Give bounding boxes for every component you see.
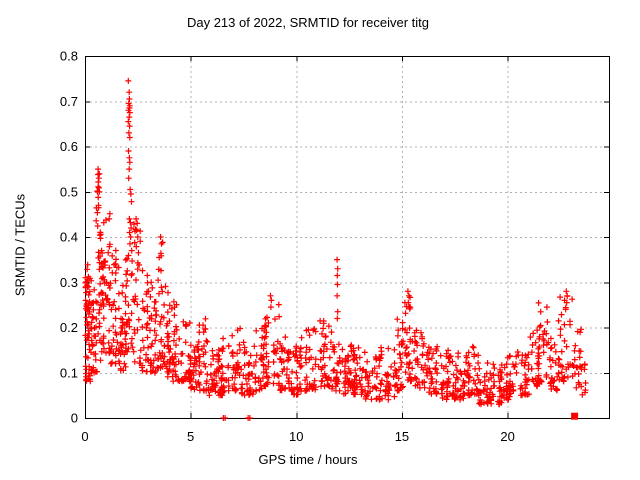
zero-marker-square — [571, 412, 579, 420]
grid-lines — [85, 56, 609, 418]
x-tick-label: 20 — [500, 429, 514, 444]
x-tick-label: 5 — [187, 429, 194, 444]
x-axis-title: GPS time / hours — [258, 452, 358, 467]
y-tick-label: 0.1 — [60, 365, 78, 380]
y-tick-label: 0.6 — [60, 139, 78, 154]
chart-title: Day 213 of 2022, SRMTID for receiver tit… — [186, 15, 430, 30]
y-axis-title: SRMTID / TECUs — [12, 193, 28, 297]
tick-labels: 0 5 10 15 20 0 0.1 0.2 0.3 0.4 0.5 0.6 0.7 0.8 — [60, 49, 515, 445]
x-tick-label: 15 — [395, 429, 409, 444]
y-tick-label: 0.2 — [60, 320, 78, 335]
x-tick-label: 0 — [81, 429, 88, 444]
y-tick-label: 0.3 — [60, 275, 78, 290]
x-tick-label: 10 — [289, 429, 303, 444]
y-tick-label: 0.7 — [60, 94, 78, 109]
y-tick-label: 0.8 — [60, 49, 78, 64]
y-tick-label: 0.5 — [60, 184, 78, 199]
y-tick-label: 0.4 — [60, 230, 78, 245]
data-points — [82, 77, 589, 421]
y-tick-label: 0 — [71, 411, 78, 426]
